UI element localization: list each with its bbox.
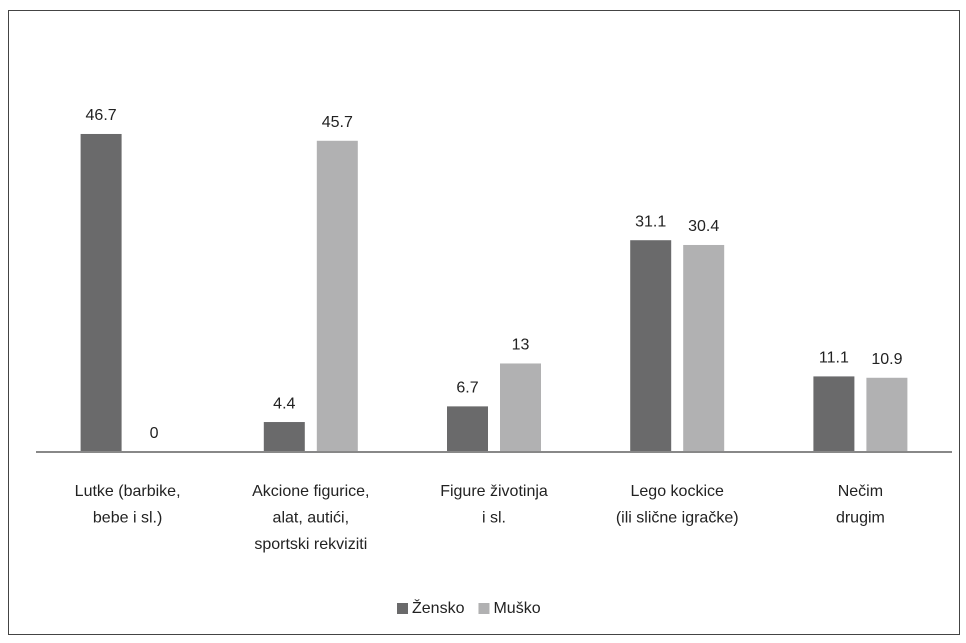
x-tick-label: Lutke (barbike, bebe i sl.) — [75, 483, 181, 527]
value-label: 13 — [512, 337, 530, 354]
value-label: 11.1 — [819, 350, 849, 367]
bar — [316, 140, 358, 452]
bar — [866, 377, 908, 452]
legend-swatch — [478, 603, 490, 614]
legend: Žensko Muško — [397, 598, 541, 617]
value-label: 31.1 — [635, 213, 666, 230]
chart-border — [8, 10, 960, 635]
bar — [80, 133, 122, 452]
legend-label: Muško — [493, 600, 540, 617]
value-label: 6.7 — [456, 380, 478, 397]
legend-swatch — [397, 603, 408, 614]
value-label: 46.7 — [86, 107, 117, 124]
bar — [263, 422, 305, 452]
bar — [683, 244, 725, 452]
value-label: 0 — [150, 425, 159, 442]
value-label: 45.7 — [322, 114, 353, 131]
value-label: 4.4 — [273, 395, 295, 412]
value-label: 30.4 — [688, 218, 719, 235]
x-tick-label: Nečim drugim — [836, 483, 885, 527]
legend-label: Žensko — [412, 598, 465, 617]
bar — [813, 376, 855, 452]
x-tick-label: Akcione figurice, alat, autići, sportski r… — [252, 483, 369, 553]
x-tick-label: Figure životinja i sl. — [440, 483, 548, 527]
bar — [630, 240, 672, 452]
value-label: 10.9 — [871, 351, 902, 368]
x-tick-label: Lego kockice (ili slične igračke) — [616, 483, 739, 527]
bar — [447, 406, 488, 452]
bar — [500, 363, 541, 452]
